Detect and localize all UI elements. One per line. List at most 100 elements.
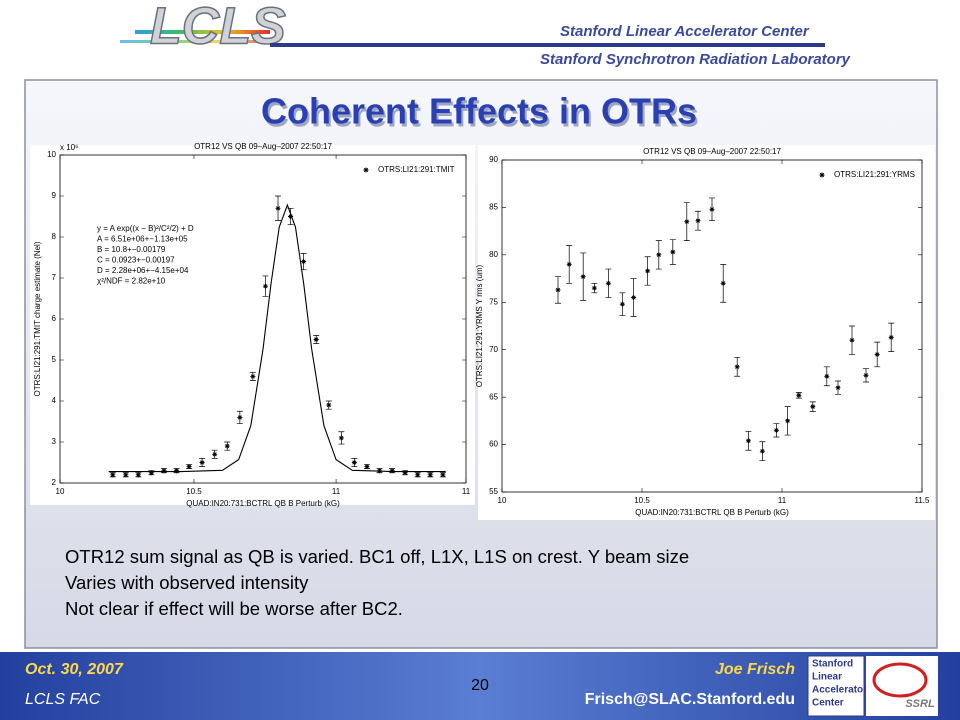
data-point — [351, 460, 357, 465]
fit-curve — [108, 203, 446, 473]
data-point — [224, 443, 230, 449]
data-point — [377, 468, 383, 474]
y-tick-label: 90 — [489, 155, 498, 164]
x-axis-label: QUAD:IN20:731:BCTRL QB B Perturb (kG) — [186, 499, 340, 508]
data-point — [262, 283, 268, 289]
x-tick-label: 10 — [56, 487, 65, 496]
slac-logo-text: Linear — [812, 672, 842, 683]
fit-annotation: C = 0.0923+−0.00197 — [97, 256, 175, 265]
header-rule — [270, 43, 825, 47]
data-point — [250, 373, 256, 379]
logo: LCLS — [150, 0, 286, 56]
y-tick-label: 80 — [489, 250, 498, 259]
org-name: Stanford Linear Accelerator Center — [560, 23, 810, 40]
data-point — [275, 205, 281, 211]
x-tick-label: 11 — [778, 496, 787, 505]
logo-streak — [135, 30, 270, 34]
y-tick-label: 65 — [489, 392, 498, 401]
y-tick-label: 6 — [52, 314, 57, 323]
data-point — [759, 448, 765, 454]
y-tick-label: 2 — [52, 478, 57, 487]
data-point — [313, 337, 319, 342]
y-tick-label: 70 — [489, 345, 498, 354]
data-point — [338, 435, 344, 441]
data-point — [148, 470, 154, 476]
data-point — [863, 372, 869, 378]
ssrl-logo-text: SSRL — [905, 698, 935, 710]
data-point — [123, 472, 129, 478]
data-point — [364, 464, 370, 470]
y-scale-label: x 10⁶ — [60, 143, 78, 152]
data-point — [874, 351, 880, 357]
data-point — [619, 301, 625, 307]
footer-author: Joe Frisch — [715, 661, 795, 678]
data-point — [888, 334, 894, 340]
data-point — [796, 392, 802, 398]
y-tick-label: 5 — [52, 355, 57, 364]
footer-band — [0, 652, 960, 720]
footer-email: Frisch@SLAC.Stanford.edu — [585, 691, 795, 708]
y-axis-label: OTRS:LI21:291:YRMS Y rms (um) — [475, 264, 484, 387]
body-text: Varies with observed intensity — [65, 572, 309, 593]
logo-streak — [120, 40, 270, 43]
data-point — [824, 373, 830, 379]
data-point — [605, 280, 611, 286]
body-text: Not clear if effect will be worse after … — [65, 598, 403, 619]
slac-logo-text: Center — [812, 698, 844, 709]
data-point — [135, 472, 141, 478]
legend-marker — [819, 172, 825, 178]
data-point — [199, 460, 205, 465]
slide-title-shadow: Coherent Effects in OTRs — [263, 94, 699, 135]
legend-marker — [363, 167, 369, 173]
data-point — [440, 472, 446, 478]
data-point — [580, 274, 586, 280]
x-tick-label: 11 — [462, 487, 471, 496]
data-point — [415, 472, 421, 478]
x-tick-label: 10 — [498, 496, 507, 505]
data-point — [720, 280, 726, 286]
y-tick-label: 75 — [489, 297, 498, 306]
data-point — [591, 285, 597, 291]
footer-event: LCLS FAC — [25, 691, 101, 708]
legend-label: OTRS:LI21:291:TMIT — [378, 165, 455, 174]
slac-logo-text: Stanford — [812, 659, 853, 670]
plot-frame — [501, 159, 923, 493]
chart-background — [30, 145, 475, 505]
y-tick-label: 9 — [52, 191, 57, 200]
y-tick-label: 8 — [52, 232, 57, 241]
data-point — [645, 268, 651, 274]
org-name: Stanford Synchrotron Radiation Laborator… — [540, 51, 851, 68]
fit-annotation: χ²/NDF = 2.82e+10 — [97, 277, 166, 286]
data-point — [389, 468, 395, 474]
data-point — [237, 414, 243, 420]
y-tick-label: 3 — [52, 437, 57, 446]
x-tick-label: 10.5 — [634, 496, 650, 505]
data-point — [773, 427, 779, 433]
data-point — [684, 219, 690, 225]
data-point — [849, 337, 855, 343]
x-tick-label: 10.5 — [186, 487, 202, 496]
legend-label: OTRS:LI21:291:YRMS — [834, 170, 915, 179]
data-point — [656, 252, 662, 258]
charts: 10 10.5 11 11 2 3 4 5 6 7 8 9 10 OTR12 VS QB 09–Aug–2… — [33, 142, 930, 517]
y-tick-label: 60 — [489, 440, 498, 449]
fit-annotation: A = 6.51e+06+−1.13e+05 — [97, 235, 188, 244]
slide-title: Coherent Effects in OTRs — [261, 91, 697, 132]
y-tick-label: 10 — [47, 150, 56, 159]
data-point — [288, 214, 294, 219]
fit-annotation: D = 2.28e+06+−4.15e+04 — [97, 266, 189, 275]
y-tick-label: 55 — [489, 487, 498, 496]
data-point — [174, 468, 180, 474]
data-point — [835, 385, 841, 391]
ssrl-ring — [872, 662, 928, 698]
chart-title: OTR12 VS QB 09–Aug–2007 22:50:17 — [643, 147, 781, 156]
data-point — [745, 438, 751, 444]
header: LCLS Stanford Linear Accelerator Center … — [120, 0, 851, 68]
data-point — [734, 364, 740, 370]
data-point — [555, 287, 561, 293]
page-number: 20 — [471, 677, 489, 694]
data-point — [427, 472, 433, 478]
y-tick-label: 7 — [52, 273, 57, 282]
data-point — [695, 218, 701, 224]
